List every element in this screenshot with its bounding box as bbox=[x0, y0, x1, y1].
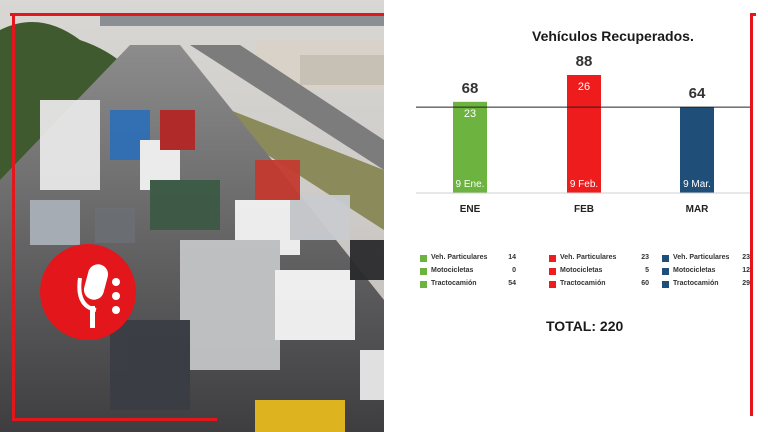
microphone-icon bbox=[77, 264, 120, 328]
legend-entry: Veh. Particulares 14 bbox=[420, 252, 516, 264]
legend-value: 60 bbox=[641, 280, 649, 287]
legend-entry: Veh. Particulares 23 bbox=[549, 252, 649, 264]
date-label: 9 Feb. bbox=[569, 179, 599, 190]
legend-label: Veh. Particulares bbox=[673, 254, 730, 261]
legend-swatch bbox=[420, 267, 427, 275]
legend-label: Tractocamión bbox=[673, 280, 719, 287]
value-label: 88 bbox=[575, 53, 593, 70]
legend-value: 14 bbox=[508, 254, 516, 261]
chart-panel: Vehículos Recuperados. 68 23 9 Ene. ENE 88 26… bbox=[384, 8, 750, 424]
microphone-badge bbox=[40, 244, 136, 340]
category-tick-label: FEB bbox=[574, 204, 594, 215]
bar-mar bbox=[680, 107, 714, 193]
legend-swatch bbox=[549, 254, 556, 262]
legend-value: 23 bbox=[742, 254, 750, 261]
bar-feb bbox=[567, 75, 601, 193]
legend-entry: Motocicletas 12 bbox=[662, 265, 750, 277]
value-label: 64 bbox=[688, 85, 706, 103]
legend-label: Tractocamión bbox=[431, 280, 477, 287]
frame-left-line bbox=[12, 13, 15, 421]
bar-ene bbox=[453, 101, 487, 193]
legend-value: 0 bbox=[512, 267, 516, 274]
category-tick-label: MAR bbox=[685, 204, 709, 215]
legend-value: 23 bbox=[641, 254, 649, 261]
value-label: 68 bbox=[461, 79, 479, 97]
inner-value-label: 26 bbox=[577, 81, 591, 93]
frame-bottom-line bbox=[12, 418, 217, 421]
date-label: 9 Ene. bbox=[455, 179, 485, 190]
legend-label: Motocicletas bbox=[431, 267, 474, 274]
legend-entry: Tractocamión 29 bbox=[662, 278, 750, 290]
legend-entry: Tractocamión 60 bbox=[549, 278, 649, 290]
legend-entry: Motocicletas 0 bbox=[420, 265, 516, 277]
legend-swatch bbox=[549, 280, 556, 288]
legend-swatch bbox=[420, 254, 427, 262]
bar-chart bbox=[416, 75, 750, 194]
legend-label: Motocicletas bbox=[673, 267, 716, 274]
legend-swatch bbox=[549, 267, 556, 275]
legend-value: 54 bbox=[508, 280, 516, 287]
legend-label: Tractocamión bbox=[560, 280, 606, 287]
legend-entry: Motocicletas 5 bbox=[549, 265, 649, 277]
legend-entry: Tractocamión 54 bbox=[420, 278, 516, 290]
legend-entry: Veh. Particulares 23 bbox=[662, 252, 750, 264]
legend-value: 12 bbox=[742, 267, 750, 274]
legend-swatch bbox=[662, 280, 669, 288]
legend-label: Motocicletas bbox=[560, 267, 603, 274]
legend-label: Veh. Particulares bbox=[560, 254, 617, 261]
total-label: TOTAL: 220 bbox=[546, 318, 624, 334]
frame-top-line bbox=[10, 13, 756, 16]
legend-swatch bbox=[662, 254, 669, 262]
legend-value: 29 bbox=[742, 280, 750, 287]
category-tick-label: ENE bbox=[459, 204, 481, 215]
traffic-photo bbox=[0, 0, 384, 432]
date-label: 9 Mar. bbox=[683, 179, 711, 190]
chart-title: Vehículos Recuperados. bbox=[532, 28, 694, 44]
legend-swatch bbox=[662, 267, 669, 275]
frame-right-line bbox=[750, 13, 753, 416]
legend-value: 5 bbox=[645, 267, 649, 274]
inner-value-label: 23 bbox=[463, 107, 477, 120]
legend-swatch bbox=[420, 280, 427, 288]
legend-label: Veh. Particulares bbox=[431, 254, 488, 261]
